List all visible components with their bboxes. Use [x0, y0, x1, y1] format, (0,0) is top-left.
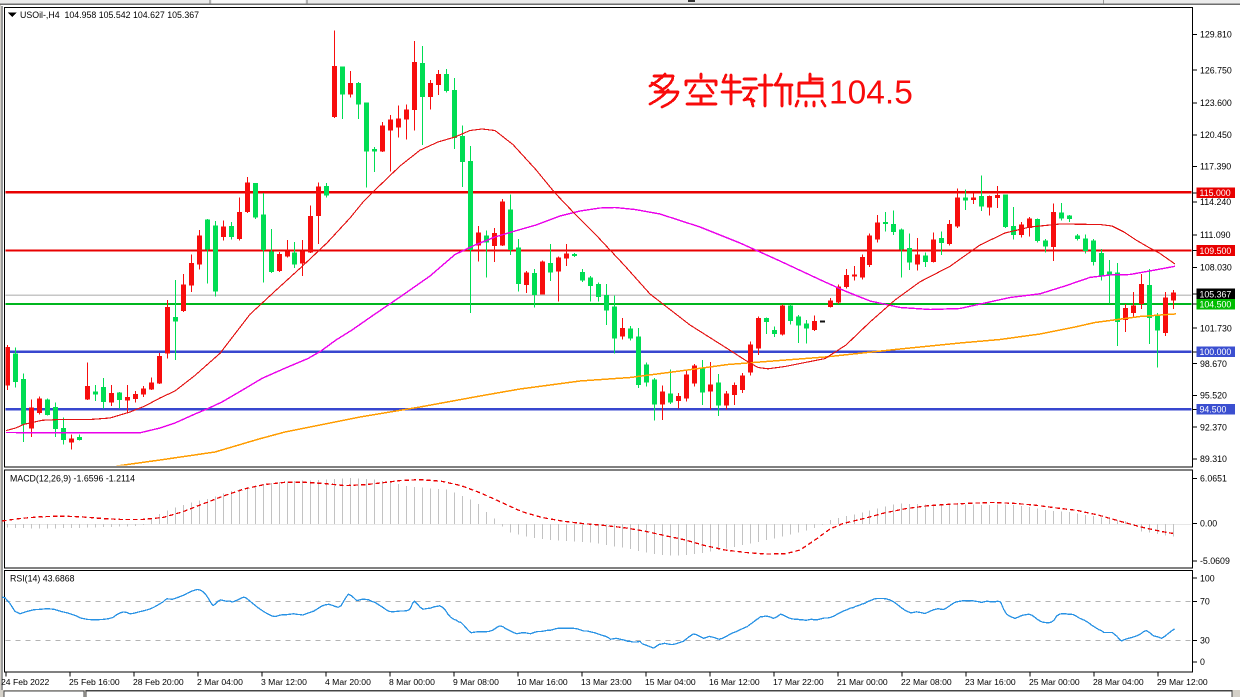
svg-text:10 Mar 16:00: 10 Mar 16:00: [517, 677, 568, 687]
svg-text:8 Mar 00:00: 8 Mar 00:00: [389, 677, 435, 687]
svg-text:114.240: 114.240: [1200, 197, 1231, 207]
svg-text:123.600: 123.600: [1200, 98, 1232, 108]
svg-text:-5.0609: -5.0609: [1200, 556, 1230, 566]
svg-text:16 Mar 12:00: 16 Mar 12:00: [709, 677, 760, 687]
svg-text:104.5: 104.5: [829, 75, 913, 112]
svg-text:120.450: 120.450: [1200, 130, 1232, 140]
svg-text:22 Mar 08:00: 22 Mar 08:00: [901, 677, 952, 687]
svg-text:6.0651: 6.0651: [1200, 474, 1227, 484]
svg-text:RSI(14) 43.6868: RSI(14) 43.6868: [10, 574, 75, 584]
svg-text:25 Mar 00:00: 25 Mar 00:00: [1029, 677, 1080, 687]
svg-text:MACD(12,26,9) -1.6596 -1.2114: MACD(12,26,9) -1.6596 -1.2114: [10, 474, 135, 484]
svg-text:15 Mar 04:00: 15 Mar 04:00: [645, 677, 696, 687]
svg-text:129.810: 129.810: [1200, 30, 1232, 40]
svg-text:13 Mar 23:00: 13 Mar 23:00: [581, 677, 632, 687]
svg-text:115.000: 115.000: [1200, 188, 1231, 198]
svg-text:17 Mar 22:00: 17 Mar 22:00: [773, 677, 824, 687]
svg-text:0.00: 0.00: [1200, 519, 1217, 529]
svg-text:21 Mar 00:00: 21 Mar 00:00: [837, 677, 888, 687]
svg-text:101.730: 101.730: [1200, 323, 1232, 333]
svg-text:9 Mar 08:00: 9 Mar 08:00: [453, 677, 499, 687]
svg-text:111.090: 111.090: [1200, 230, 1231, 240]
svg-text:104.500: 104.500: [1200, 300, 1232, 310]
svg-text:3 Mar 12:00: 3 Mar 12:00: [261, 677, 307, 687]
svg-text:100: 100: [1200, 573, 1215, 583]
svg-text:28 Feb 20:00: 28 Feb 20:00: [133, 677, 184, 687]
svg-text:USOil-,H4 104.958 105.542 104: USOil-,H4 104.958 105.542 104.627 105.36…: [20, 10, 199, 20]
svg-text:4 Mar 20:00: 4 Mar 20:00: [325, 677, 371, 687]
svg-text:23 Mar 16:00: 23 Mar 16:00: [965, 677, 1016, 687]
svg-text:94.500: 94.500: [1200, 405, 1227, 415]
svg-text:29 Mar 12:00: 29 Mar 12:00: [1157, 677, 1208, 687]
svg-text:100.000: 100.000: [1200, 347, 1232, 357]
svg-text:2 Mar 04:00: 2 Mar 04:00: [197, 677, 243, 687]
svg-text:108.030: 108.030: [1200, 263, 1232, 273]
svg-text:25 Feb 16:00: 25 Feb 16:00: [69, 677, 120, 687]
svg-text:70: 70: [1200, 597, 1210, 607]
svg-text:117.390: 117.390: [1200, 162, 1231, 172]
svg-text:24 Feb 2022: 24 Feb 2022: [1, 677, 49, 687]
svg-text:126.750: 126.750: [1200, 65, 1232, 75]
svg-text:98.670: 98.670: [1200, 359, 1227, 369]
svg-text:109.500: 109.500: [1200, 246, 1232, 256]
svg-text:95.520: 95.520: [1200, 391, 1227, 401]
svg-text:92.370: 92.370: [1200, 422, 1227, 432]
svg-text:0: 0: [1200, 657, 1205, 667]
svg-text:105.367: 105.367: [1200, 289, 1232, 299]
svg-text:89.310: 89.310: [1200, 454, 1227, 464]
svg-text:30: 30: [1200, 636, 1210, 646]
svg-text:28 Mar 04:00: 28 Mar 04:00: [1093, 677, 1144, 687]
